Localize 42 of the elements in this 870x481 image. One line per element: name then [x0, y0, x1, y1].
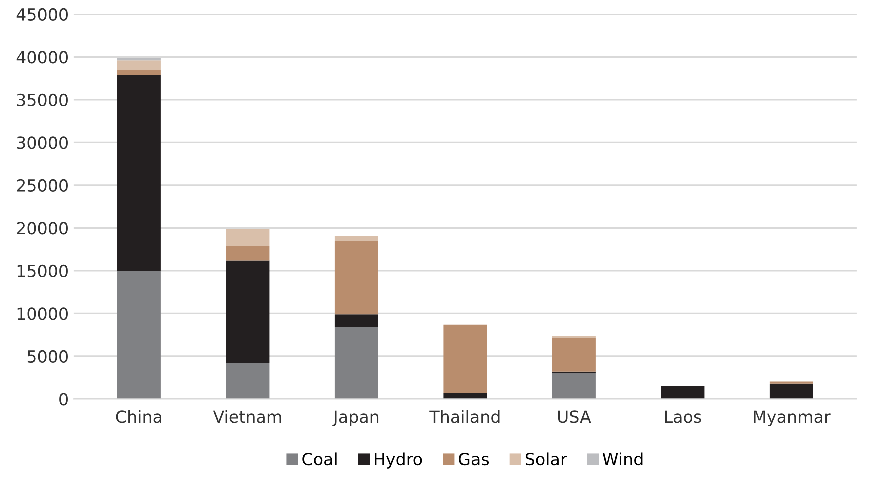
x-tick-label: Vietnam — [213, 410, 282, 424]
legend-label: Coal — [302, 452, 337, 466]
bar — [444, 393, 488, 400]
bar — [117, 60, 161, 70]
bar — [117, 70, 161, 76]
bar — [552, 338, 596, 372]
y-tick-label: 10000 — [18, 308, 68, 320]
bar — [226, 229, 270, 246]
y-tick-label: 20000 — [17, 222, 68, 235]
bar — [334, 314, 378, 328]
bar — [661, 386, 705, 400]
x-tick-label: China — [116, 410, 162, 424]
y-tick-label: 0 — [60, 393, 68, 406]
y-tick-label: 30000 — [17, 136, 68, 150]
legend-label: Gas — [458, 453, 490, 466]
bar — [226, 260, 270, 364]
bar — [334, 236, 378, 242]
bar — [334, 327, 378, 400]
bar — [552, 374, 596, 400]
x-tick-label: Laos — [665, 410, 702, 424]
bar — [226, 363, 270, 400]
bar — [117, 58, 161, 61]
bar — [334, 241, 378, 315]
y-tick-label: 45000 — [16, 8, 68, 21]
y-tick-label: 40000 — [16, 51, 68, 64]
legend-label: Hydro — [375, 452, 422, 469]
bar — [552, 336, 596, 339]
x-tick-label: Thailand — [430, 410, 500, 424]
legend-label: Wind — [602, 452, 643, 466]
bar — [117, 75, 161, 271]
y-tick-label: 15000 — [18, 264, 68, 278]
bar — [444, 324, 488, 394]
y-tick-label: 5000 — [28, 350, 68, 364]
bar — [226, 246, 270, 261]
bar — [770, 384, 814, 400]
x-tick-label: USA — [558, 410, 592, 424]
y-tick-label: 25000 — [17, 179, 68, 192]
x-tick-label: Japan — [332, 410, 379, 426]
bar — [117, 270, 161, 400]
x-tick-label: Myanmar — [754, 410, 831, 426]
y-tick-label: 35000 — [17, 94, 68, 107]
legend-label: Solar — [526, 452, 568, 466]
